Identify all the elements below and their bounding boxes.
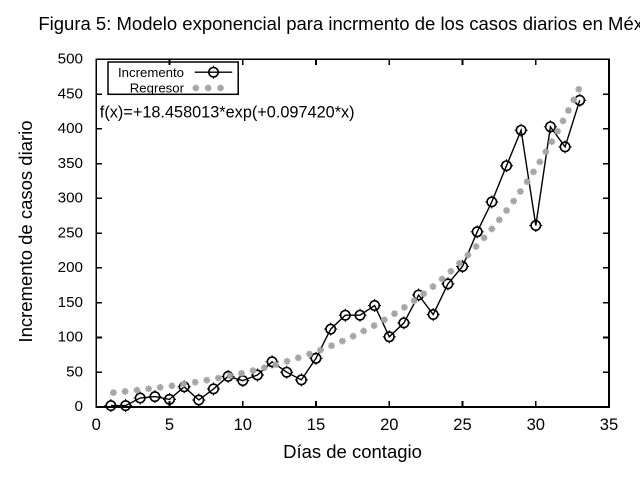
svg-text:350: 350 — [58, 155, 83, 172]
svg-text:10: 10 — [234, 415, 252, 434]
svg-text:30: 30 — [527, 415, 545, 434]
svg-text:Incremento: Incremento — [118, 65, 184, 80]
svg-text:25: 25 — [453, 415, 471, 434]
svg-text:100: 100 — [58, 329, 83, 346]
svg-text:250: 250 — [58, 224, 83, 241]
svg-text:0: 0 — [92, 415, 101, 434]
svg-text:200: 200 — [58, 259, 83, 276]
svg-text:Días de contagio: Días de contagio — [283, 441, 422, 462]
svg-text:35: 35 — [600, 415, 618, 434]
svg-text:20: 20 — [380, 415, 398, 434]
svg-text:400: 400 — [58, 120, 83, 137]
svg-text:300: 300 — [58, 190, 83, 207]
svg-text:500: 500 — [58, 51, 83, 68]
svg-text:Figura 5: Modelo exponencial p: Figura 5: Modelo exponencial para incrme… — [38, 13, 640, 34]
svg-text:450: 450 — [58, 85, 83, 102]
svg-text:50: 50 — [66, 363, 83, 380]
svg-text:f(x)=+18.458013*exp(+0.097420*: f(x)=+18.458013*exp(+0.097420*x) — [100, 104, 355, 122]
svg-text:0: 0 — [75, 398, 83, 415]
svg-text:Incremento de casos diario: Incremento de casos diario — [15, 120, 36, 342]
svg-text:Regresor: Regresor — [130, 81, 185, 96]
svg-text:15: 15 — [307, 415, 325, 434]
svg-text:5: 5 — [165, 415, 174, 434]
svg-text:150: 150 — [58, 294, 83, 311]
